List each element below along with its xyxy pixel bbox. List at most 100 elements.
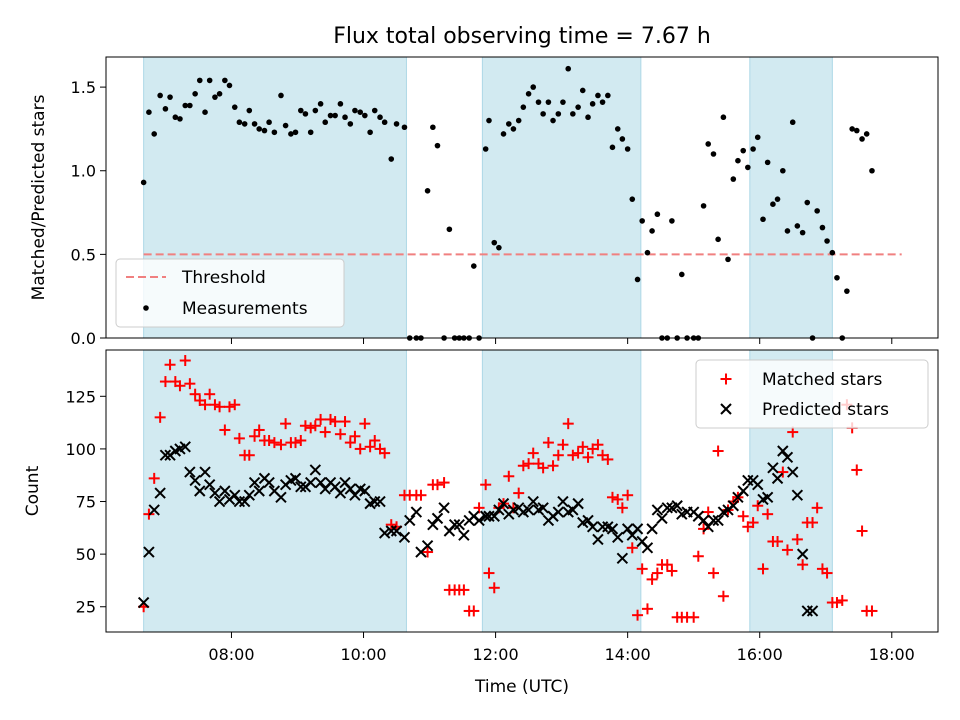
measurement-point <box>393 121 400 127</box>
predicted-star-point <box>606 523 619 535</box>
matched-star-point <box>473 502 485 514</box>
matched-star-point <box>646 573 658 585</box>
predicted-star-point <box>229 489 241 501</box>
predicted-star-point <box>275 491 287 504</box>
predicted-star-point <box>781 451 794 464</box>
predicted-star-point <box>194 485 206 497</box>
matched-star-point <box>851 464 863 476</box>
measurement-point <box>202 109 208 115</box>
bottom-axes-frame <box>105 349 939 633</box>
measurement-point <box>819 224 826 231</box>
predicted-star-point <box>314 476 327 489</box>
measurement-point <box>500 131 507 137</box>
y-tick-label: 0.5 <box>71 245 96 264</box>
matched-star-point <box>315 413 327 425</box>
measurement-point <box>352 107 358 114</box>
matched-star-point <box>737 510 749 522</box>
measurement-point <box>725 256 731 263</box>
matched-star-point <box>253 424 265 436</box>
measurement-point <box>146 109 152 115</box>
matched-star-point <box>797 559 809 571</box>
matched-star-point <box>547 460 559 472</box>
matched-star-point <box>632 609 644 621</box>
predicted-star-point <box>390 525 403 537</box>
legend-measurements-swatch <box>143 305 149 311</box>
matched-star-point <box>717 590 729 602</box>
matched-star-point <box>223 401 235 413</box>
predicted-star-point <box>473 514 485 527</box>
measurement-point <box>357 109 364 115</box>
matched-star-point <box>243 449 255 461</box>
predicted-star-point <box>493 504 505 516</box>
predicted-star-point <box>522 504 535 516</box>
matched-star-point <box>488 582 500 594</box>
measurement-point <box>774 196 781 202</box>
predicted-star-point <box>806 605 819 617</box>
legend-matched-marker <box>720 373 732 385</box>
matched-star-point <box>747 517 759 529</box>
predicted-star-point <box>458 529 470 541</box>
matched-star-point <box>807 517 819 529</box>
measurement-point <box>312 107 319 114</box>
predicted-star-point <box>359 485 371 497</box>
measurement-point <box>579 87 586 94</box>
measurement-point <box>720 114 727 121</box>
x-tick-label: 12:00 <box>473 645 519 664</box>
top-legend-box <box>115 258 345 328</box>
predicted-star-point <box>671 500 683 512</box>
measurement-point <box>540 111 546 117</box>
matched-star-point <box>364 441 376 453</box>
bottom-x-ticks: 08:00 10:00 12:00 14:00 16:00 18:00 <box>208 632 915 664</box>
bottom-panel-counts: 25 50 75 100 125 08:00 10:00 12:00 14:00 16:00 18… <box>23 349 939 697</box>
measurement-point <box>282 122 289 129</box>
measurement-point <box>327 112 334 119</box>
measurement-point <box>565 65 572 72</box>
predicted-star-point <box>199 466 211 478</box>
predicted-star-point <box>737 485 749 497</box>
measurement-point <box>700 203 707 209</box>
measurement-point <box>545 99 552 105</box>
measurement-point <box>151 131 158 137</box>
predicted-star-point <box>398 531 411 544</box>
predicted-star-point <box>421 540 434 552</box>
measurement-point <box>515 117 522 124</box>
measurement-point <box>605 92 611 99</box>
matched-star-point <box>385 519 397 531</box>
matched-star-point <box>431 479 443 491</box>
matched-star-point <box>507 502 519 514</box>
measurement-point <box>849 126 855 132</box>
predicted-star-point <box>641 542 654 554</box>
matched-star-point <box>480 479 492 491</box>
measurement-point <box>609 144 616 151</box>
measurement-point <box>760 216 766 223</box>
measurement-point <box>520 104 527 110</box>
matched-star-point <box>527 447 539 459</box>
matched-star-point <box>831 597 843 609</box>
matched-star-point <box>263 434 275 446</box>
x-tick-label: 10:00 <box>340 645 386 664</box>
measurement-point <box>388 156 395 162</box>
matched-star-point <box>359 418 371 430</box>
matched-star-point <box>866 605 878 617</box>
matched-star-point <box>369 434 381 446</box>
measurement-point <box>216 90 223 97</box>
matched-star-point <box>204 388 216 400</box>
measurement-point <box>182 102 189 109</box>
measurement-point <box>770 201 776 207</box>
predicted-star-point <box>137 596 150 609</box>
matched-star-point <box>233 432 245 444</box>
observing-window-band <box>481 349 642 633</box>
measurement-point <box>829 249 836 256</box>
measurement-point <box>789 119 796 126</box>
matched-star-point <box>184 378 196 390</box>
measurement-point <box>599 99 606 105</box>
measurement-point <box>844 288 850 294</box>
matched-star-point <box>503 470 515 482</box>
matched-star-point <box>174 380 186 392</box>
matched-star-point <box>606 491 618 503</box>
measurement-point <box>177 116 183 122</box>
measurement-point <box>226 82 233 89</box>
predicted-star-point <box>621 523 634 535</box>
measurement-point <box>317 101 324 107</box>
matched-star-point <box>154 411 166 423</box>
